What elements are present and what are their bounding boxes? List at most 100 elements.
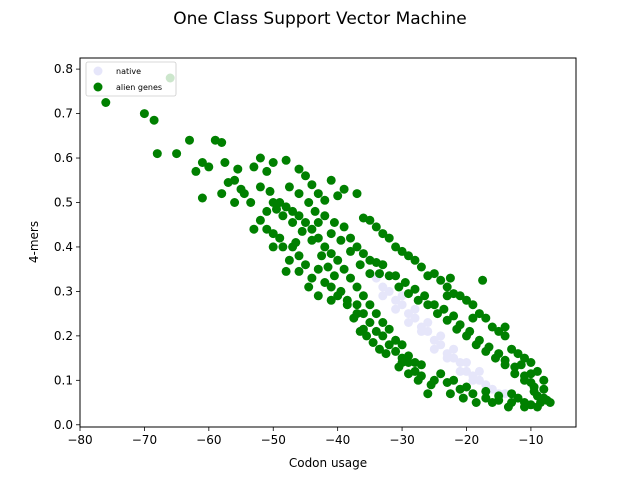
alien-gene-point (297, 226, 307, 236)
y-tick-label: 0.2 (54, 329, 73, 343)
alien-gene-point (307, 273, 317, 283)
alien-gene-point (326, 295, 336, 305)
alien-gene-point (520, 375, 529, 385)
alien-gene-point (358, 309, 368, 319)
alien-gene-point (445, 273, 455, 283)
alien-gene-point (445, 389, 455, 399)
alien-gene-point (513, 393, 523, 403)
alien-gene-point (268, 198, 278, 207)
alien-gene-point (223, 178, 233, 187)
alien-gene-point (487, 322, 497, 332)
alien-gene-point (323, 262, 333, 272)
alien-gene-point (526, 369, 536, 379)
alien-gene-point (452, 324, 462, 334)
alien-gene-point (404, 369, 413, 379)
x-tick-label: −60 (196, 433, 221, 447)
alien-gene-point (313, 218, 323, 227)
x-axis-label: Codon usage (289, 456, 367, 470)
alien-gene-point (478, 275, 488, 285)
alien-gene-point (481, 393, 491, 403)
alien-gene-point (307, 180, 317, 190)
alien-gene-point (191, 166, 201, 176)
x-tick-label: −50 (261, 433, 286, 447)
legend-marker-native (93, 66, 103, 76)
alien-gene-point (423, 300, 433, 310)
native-point (391, 295, 401, 305)
x-tick-label: −10 (518, 433, 543, 447)
alien-gene-point (294, 211, 304, 221)
alien-gene-point (307, 224, 317, 234)
y-tick-label: 0.4 (54, 240, 73, 254)
alien-gene-point (346, 246, 355, 256)
alien-gene-point (329, 218, 339, 227)
alien-gene-point (265, 186, 275, 196)
alien-gene-point (152, 149, 162, 159)
y-axis-label: 4-mers (27, 221, 41, 263)
alien-gene-point (400, 278, 410, 287)
alien-gene-point (436, 369, 446, 379)
alien-gene-point (281, 266, 291, 276)
native-point (391, 304, 401, 314)
alien-gene-point (442, 315, 452, 325)
alien-gene-point (320, 242, 330, 252)
native-point (455, 358, 465, 367)
alien-gene-point (365, 269, 375, 279)
alien-gene-point (384, 233, 394, 243)
native-point (455, 366, 465, 376)
alien-gene-point (413, 295, 423, 305)
alien-gene-point (342, 300, 352, 310)
alien-gene-point (339, 264, 349, 274)
alien-gene-point (233, 164, 243, 174)
alien-gene-point (404, 289, 413, 299)
alien-gene-point (275, 233, 285, 243)
alien-gene-point (391, 271, 401, 281)
alien-gene-point (381, 349, 391, 359)
alien-gene-point (404, 358, 413, 367)
alien-gene-point (284, 182, 294, 192)
alien-gene-point (384, 271, 394, 281)
alien-gene-point (474, 309, 484, 319)
alien-gene-point (391, 335, 401, 345)
alien-gene-point (510, 369, 520, 379)
alien-gene-point (371, 222, 381, 232)
alien-gene-point (503, 402, 513, 412)
alien-gene-point (355, 260, 365, 270)
y-tick-label: 0.8 (54, 62, 73, 76)
alien-gene-point (288, 218, 298, 227)
y-tick-label: 0.6 (54, 151, 73, 165)
alien-gene-point (429, 269, 439, 279)
alien-gene-point (172, 149, 182, 159)
alien-gene-point (217, 138, 227, 147)
alien-gene-point (365, 215, 375, 225)
y-tick-label: 0.1 (54, 373, 73, 387)
alien-gene-point (426, 380, 436, 390)
alien-gene-point (288, 206, 298, 216)
alien-gene-point (239, 189, 249, 199)
alien-gene-point (301, 260, 310, 270)
native-points (371, 273, 510, 399)
legend-frame (85, 61, 177, 97)
alien-gene-point (436, 275, 446, 285)
alien-gene-point (539, 375, 549, 385)
alien-gene-point (468, 313, 478, 323)
alien-gene-point (268, 229, 278, 239)
alien-genes-points (101, 73, 555, 412)
alien-gene-point (291, 238, 301, 247)
alien-gene-point (423, 389, 433, 399)
alien-gene-point (375, 344, 384, 354)
alien-gene-point (204, 162, 214, 172)
x-tick-label: −80 (67, 433, 92, 447)
alien-gene-point (284, 255, 294, 265)
y-axis-ticks: 0.0 0.1 0.2 0.3 0.4 0.5 0.6 0.7 0.8 (54, 62, 80, 432)
alien-gene-point (262, 166, 272, 176)
alien-gene-point (468, 389, 478, 399)
alien-gene-point (365, 300, 375, 310)
alien-gene-point (429, 300, 439, 310)
alien-gene-point (481, 313, 491, 323)
alien-gene-point (455, 384, 465, 394)
alien-gene-point (336, 286, 346, 296)
native-point (436, 331, 446, 341)
alien-gene-point (281, 202, 291, 212)
alien-gene-point (352, 309, 362, 319)
